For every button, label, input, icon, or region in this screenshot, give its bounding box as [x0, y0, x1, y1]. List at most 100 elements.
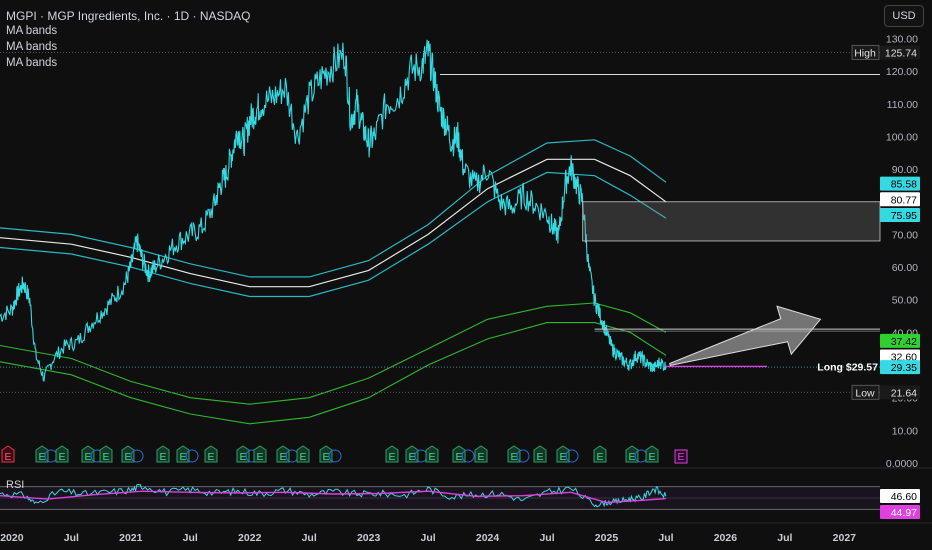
low-label-box — [851, 384, 880, 400]
earnings-badge[interactable] — [99, 445, 113, 463]
y-tick-label: 10.00 — [892, 425, 918, 437]
earnings-badge-letter: E — [408, 451, 415, 463]
x-tick-label: 2023 — [357, 532, 381, 544]
dividend-marker[interactable] — [516, 449, 530, 463]
gap-zone-box[interactable] — [582, 201, 881, 242]
high-value-tag[interactable] — [880, 45, 920, 60]
x-tick-label: 2025 — [595, 532, 619, 544]
earnings-badge[interactable] — [533, 445, 547, 463]
x-tick-label: 2020 — [0, 532, 24, 544]
earnings-badge-letter: E — [84, 451, 91, 463]
earnings-badge-letter: E — [510, 451, 517, 463]
y-tick-label: 120.00 — [886, 66, 918, 78]
earnings-badge[interactable] — [593, 445, 607, 463]
x-tick-label: 2021 — [119, 532, 143, 544]
lower-ma-band-top — [0, 302, 667, 405]
price-tag-text: 37.42 — [891, 336, 917, 348]
price-tag-text: 80.77 — [891, 194, 917, 206]
indicator-label-ma-bands-3[interactable]: MA bands — [6, 57, 58, 69]
price-tag[interactable] — [880, 176, 920, 191]
x-tick-label: Jul — [302, 532, 317, 544]
y-tick-label: 100.00 — [886, 131, 918, 143]
earnings-badge[interactable] — [296, 445, 310, 463]
rsi-value-tag[interactable] — [880, 505, 920, 519]
earnings-badge-letter: E — [239, 451, 246, 463]
projection-arrow[interactable] — [669, 305, 822, 366]
earnings-badge-letter: E — [536, 451, 543, 463]
x-tick-label: Jul — [539, 532, 554, 544]
y-tick-label: 0.0000 — [886, 458, 918, 470]
rsi-value-tag-text: 46.60 — [891, 491, 917, 503]
currency-button[interactable]: USD — [884, 5, 924, 27]
dividend-marker[interactable] — [130, 449, 144, 463]
y-tick-label: 110.00 — [887, 99, 918, 111]
earnings-badge[interactable] — [55, 445, 69, 463]
high-label-box — [851, 44, 880, 60]
x-tick-label: Jul — [64, 532, 79, 544]
earnings-badge-letter: E — [428, 451, 435, 463]
earnings-badge[interactable] — [204, 445, 218, 463]
low-value-tag[interactable] — [880, 385, 920, 400]
dividend-marker[interactable] — [185, 449, 199, 463]
earnings-badge[interactable] — [253, 445, 267, 463]
rsi-line[interactable] — [0, 483, 667, 508]
price-tag-text: 75.95 — [891, 210, 917, 222]
earnings-badge-letter: E — [207, 451, 214, 463]
low-label: Low — [855, 387, 875, 399]
earnings-badge-letter: E — [299, 451, 306, 463]
earnings-badge[interactable] — [474, 445, 488, 463]
upcoming-earnings-badge[interactable] — [674, 449, 688, 464]
y-tick-label: 50.00 — [892, 295, 918, 307]
earnings-badge[interactable] — [156, 445, 170, 463]
dividend-marker[interactable] — [565, 449, 579, 463]
earnings-badge-letter: E — [179, 451, 186, 463]
dividend-marker[interactable] — [328, 449, 342, 463]
rsi-value-tag-text: 44.97 — [891, 507, 917, 519]
earnings-badge[interactable] — [385, 445, 399, 463]
earnings-badge[interactable] — [645, 445, 659, 463]
chart-title: MGPI · MGP Ingredients, Inc. · 1D · NASD… — [6, 9, 251, 23]
earnings-badge[interactable] — [1, 445, 15, 463]
earnings-badge-letter: E — [455, 451, 462, 463]
earnings-badge-letter: E — [628, 451, 635, 463]
earnings-badge-letter: E — [38, 451, 45, 463]
earnings-badge-letter: E — [4, 451, 11, 463]
earnings-badge-letter: E — [648, 451, 655, 463]
earnings-badge[interactable] — [425, 445, 439, 463]
earnings-badge-letter: E — [388, 451, 395, 463]
price-series-line[interactable] — [0, 39, 667, 382]
x-tick-label: 2022 — [238, 532, 262, 544]
x-tick-label: Jul — [183, 532, 198, 544]
price-tag-text: 85.58 — [891, 179, 917, 191]
indicator-label-ma-bands-2[interactable]: MA bands — [6, 41, 58, 53]
x-tick-label: 2024 — [476, 532, 500, 544]
x-tick-label: Jul — [421, 532, 436, 544]
price-tag[interactable] — [880, 192, 920, 207]
rsi-ma-line[interactable] — [0, 490, 666, 504]
long-position-label: Long $29.57 — [817, 361, 878, 373]
earnings-badge-letter: E — [102, 451, 109, 463]
x-tick-label: Jul — [658, 532, 673, 544]
indicator-label-ma-bands-1[interactable]: MA bands — [6, 25, 58, 37]
earnings-badge-letter: E — [322, 451, 329, 463]
earnings-badge-letter: E — [159, 451, 166, 463]
rsi-value-tag[interactable] — [880, 489, 920, 503]
price-tag[interactable] — [880, 333, 920, 348]
earnings-badge-letter: E — [596, 451, 603, 463]
y-tick-label: 90.00 — [892, 164, 918, 176]
price-tag[interactable] — [880, 208, 920, 223]
lower-ma-band-bottom — [0, 322, 667, 425]
rsi-pane-label: RSI — [6, 479, 25, 491]
earnings-badge-letter: E — [279, 451, 286, 463]
price-tag-text: 29.35 — [891, 362, 917, 374]
earnings-badge-letter: E — [559, 451, 566, 463]
upcoming-earnings-letter: E — [677, 451, 684, 463]
earnings-badge-letter: E — [124, 451, 131, 463]
dividend-marker[interactable] — [461, 449, 475, 463]
upper-ma-band-top — [0, 139, 667, 278]
y-tick-label: 60.00 — [892, 262, 918, 274]
y-tick-label: 70.00 — [892, 229, 918, 241]
price-tag[interactable] — [880, 349, 920, 364]
price-tag[interactable] — [880, 360, 920, 375]
